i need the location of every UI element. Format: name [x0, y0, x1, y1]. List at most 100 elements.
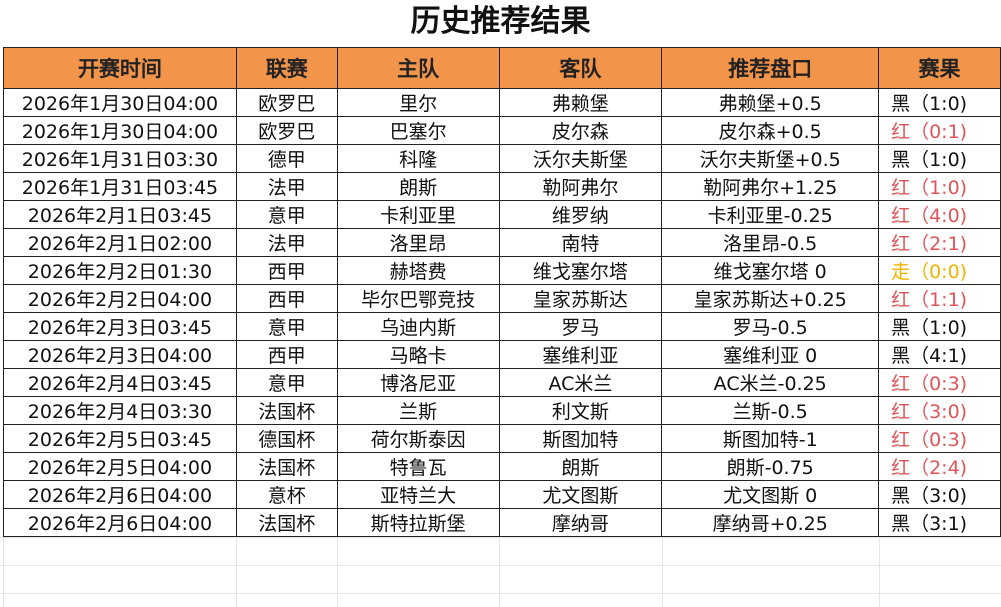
home-team-cell[interactable]: 巴塞尔 [336, 116, 500, 145]
league-cell[interactable]: 意甲 [235, 200, 338, 229]
away-team-cell[interactable]: AC米兰 [498, 368, 663, 397]
result-cell[interactable]: 黑（1:0) [878, 144, 1001, 173]
kickoff-time-cell[interactable]: 2026年1月31日03:45 [3, 172, 237, 201]
away-team-cell[interactable]: 南特 [498, 228, 663, 257]
kickoff-time-cell[interactable]: 2026年2月6日04:00 [3, 508, 237, 537]
home-team-cell[interactable]: 马略卡 [336, 340, 500, 369]
result-cell[interactable]: 红（1:0) [878, 172, 1001, 201]
league-cell[interactable]: 德国杯 [235, 424, 338, 453]
header-home-team[interactable]: 主队 [336, 47, 500, 89]
recommended-line-cell[interactable]: 罗马-0.5 [661, 312, 880, 341]
result-cell[interactable]: 红（0:1) [878, 116, 1001, 145]
away-team-cell[interactable]: 皇家苏斯达 [498, 284, 663, 313]
recommended-line-cell[interactable]: 弗赖堡+0.5 [661, 88, 880, 117]
result-cell[interactable]: 走（0:0) [878, 256, 1001, 285]
result-cell[interactable]: 黑（1:0) [878, 312, 1001, 341]
result-cell[interactable]: 黑（1:0) [878, 88, 1001, 117]
kickoff-time-cell[interactable]: 2026年2月3日03:45 [3, 312, 237, 341]
league-cell[interactable]: 意杯 [235, 480, 338, 509]
home-team-cell[interactable]: 特鲁瓦 [336, 452, 500, 481]
league-cell[interactable]: 欧罗巴 [235, 88, 338, 117]
away-team-cell[interactable]: 朗斯 [498, 452, 663, 481]
away-team-cell[interactable]: 沃尔夫斯堡 [498, 144, 663, 173]
result-cell[interactable]: 黑（4:1) [878, 340, 1001, 369]
home-team-cell[interactable]: 卡利亚里 [336, 200, 500, 229]
kickoff-time-cell[interactable]: 2026年1月31日03:30 [3, 144, 237, 173]
league-cell[interactable]: 法甲 [235, 228, 338, 257]
header-league[interactable]: 联赛 [235, 47, 338, 89]
league-cell[interactable]: 法国杯 [235, 508, 338, 537]
kickoff-time-cell[interactable]: 2026年1月30日04:00 [3, 116, 237, 145]
home-team-cell[interactable]: 朗斯 [336, 172, 500, 201]
kickoff-time-cell[interactable]: 2026年1月30日04:00 [3, 88, 237, 117]
away-team-cell[interactable]: 尤文图斯 [498, 480, 663, 509]
recommended-line-cell[interactable]: 洛里昂-0.5 [661, 228, 880, 257]
recommended-line-cell[interactable]: 维戈塞尔塔 0 [661, 256, 880, 285]
kickoff-time-cell[interactable]: 2026年2月2日04:00 [3, 284, 237, 313]
recommended-line-cell[interactable]: 皮尔森+0.5 [661, 116, 880, 145]
kickoff-time-cell[interactable]: 2026年2月5日04:00 [3, 452, 237, 481]
home-team-cell[interactable]: 兰斯 [336, 396, 500, 425]
away-team-cell[interactable]: 勒阿弗尔 [498, 172, 663, 201]
result-cell[interactable]: 红（0:3) [878, 368, 1001, 397]
league-cell[interactable]: 西甲 [235, 284, 338, 313]
home-team-cell[interactable]: 博洛尼亚 [336, 368, 500, 397]
recommended-line-cell[interactable]: 摩纳哥+0.25 [661, 508, 880, 537]
home-team-cell[interactable]: 科隆 [336, 144, 500, 173]
header-kickoff-time[interactable]: 开赛时间 [3, 47, 237, 89]
away-team-cell[interactable]: 罗马 [498, 312, 663, 341]
kickoff-time-cell[interactable]: 2026年2月2日01:30 [3, 256, 237, 285]
kickoff-time-cell[interactable]: 2026年2月4日03:30 [3, 396, 237, 425]
away-team-cell[interactable]: 摩纳哥 [498, 508, 663, 537]
away-team-cell[interactable]: 维罗纳 [498, 200, 663, 229]
kickoff-time-cell[interactable]: 2026年2月1日02:00 [3, 228, 237, 257]
home-team-cell[interactable]: 乌迪内斯 [336, 312, 500, 341]
recommended-line-cell[interactable]: 斯图加特-1 [661, 424, 880, 453]
league-cell[interactable]: 法国杯 [235, 396, 338, 425]
league-cell[interactable]: 意甲 [235, 368, 338, 397]
league-cell[interactable]: 西甲 [235, 340, 338, 369]
away-team-cell[interactable]: 维戈塞尔塔 [498, 256, 663, 285]
home-team-cell[interactable]: 亚特兰大 [336, 480, 500, 509]
league-cell[interactable]: 意甲 [235, 312, 338, 341]
league-cell[interactable]: 德甲 [235, 144, 338, 173]
home-team-cell[interactable]: 赫塔费 [336, 256, 500, 285]
away-team-cell[interactable]: 斯图加特 [498, 424, 663, 453]
kickoff-time-cell[interactable]: 2026年2月6日04:00 [3, 480, 237, 509]
header-away-team[interactable]: 客队 [498, 47, 663, 89]
league-cell[interactable]: 西甲 [235, 256, 338, 285]
league-cell[interactable]: 法甲 [235, 172, 338, 201]
recommended-line-cell[interactable]: 皇家苏斯达+0.25 [661, 284, 880, 313]
kickoff-time-cell[interactable]: 2026年2月5日03:45 [3, 424, 237, 453]
result-cell[interactable]: 黑（3:0) [878, 480, 1001, 509]
home-team-cell[interactable]: 毕尔巴鄂竞技 [336, 284, 500, 313]
home-team-cell[interactable]: 斯特拉斯堡 [336, 508, 500, 537]
away-team-cell[interactable]: 塞维利亚 [498, 340, 663, 369]
home-team-cell[interactable]: 荷尔斯泰因 [336, 424, 500, 453]
recommended-line-cell[interactable]: 朗斯-0.75 [661, 452, 880, 481]
away-team-cell[interactable]: 弗赖堡 [498, 88, 663, 117]
league-cell[interactable]: 法国杯 [235, 452, 338, 481]
recommended-line-cell[interactable]: 沃尔夫斯堡+0.5 [661, 144, 880, 173]
result-cell[interactable]: 红（0:3) [878, 424, 1001, 453]
recommended-line-cell[interactable]: 卡利亚里-0.25 [661, 200, 880, 229]
league-cell[interactable]: 欧罗巴 [235, 116, 338, 145]
result-cell[interactable]: 红（3:0) [878, 396, 1001, 425]
result-cell[interactable]: 红（2:1) [878, 228, 1001, 257]
recommended-line-cell[interactable]: 塞维利亚 0 [661, 340, 880, 369]
kickoff-time-cell[interactable]: 2026年2月4日03:45 [3, 368, 237, 397]
header-result[interactable]: 赛果 [878, 47, 1001, 89]
result-cell[interactable]: 红（2:4) [878, 452, 1001, 481]
result-cell[interactable]: 红（4:0) [878, 200, 1001, 229]
recommended-line-cell[interactable]: AC米兰-0.25 [661, 368, 880, 397]
kickoff-time-cell[interactable]: 2026年2月3日04:00 [3, 340, 237, 369]
kickoff-time-cell[interactable]: 2026年2月1日03:45 [3, 200, 237, 229]
recommended-line-cell[interactable]: 兰斯-0.5 [661, 396, 880, 425]
away-team-cell[interactable]: 利文斯 [498, 396, 663, 425]
home-team-cell[interactable]: 洛里昂 [336, 228, 500, 257]
header-recommended-line[interactable]: 推荐盘口 [661, 47, 880, 89]
recommended-line-cell[interactable]: 尤文图斯 0 [661, 480, 880, 509]
result-cell[interactable]: 红（1:1) [878, 284, 1001, 313]
home-team-cell[interactable]: 里尔 [336, 88, 500, 117]
recommended-line-cell[interactable]: 勒阿弗尔+1.25 [661, 172, 880, 201]
